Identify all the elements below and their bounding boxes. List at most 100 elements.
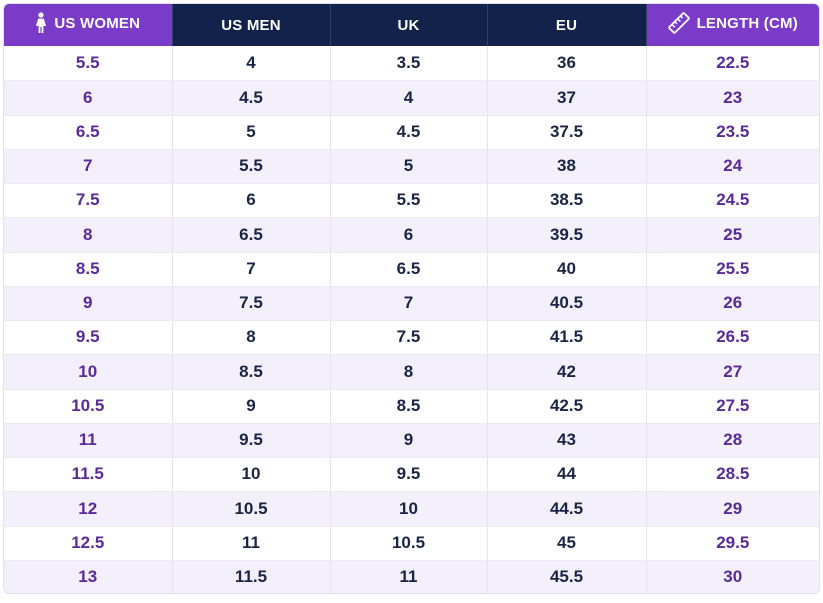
cell-us-women: 9.5 (4, 320, 173, 355)
table-row: 7 5.5 5 38 24 (4, 149, 819, 184)
cell-uk: 6 (330, 217, 488, 253)
table-row: 8 6.5 6 39.5 25 (4, 217, 819, 253)
header-us-men: US MEN (172, 4, 331, 46)
header-length-cm: LENGTH (CM) (646, 4, 819, 46)
cell-us-women: 13 (4, 560, 173, 593)
cell-length-cm: 28 (646, 423, 819, 458)
cell-us-men: 6 (172, 183, 331, 218)
table-row: 10.5 9 8.5 42.5 27.5 (4, 389, 819, 424)
table-row: 9.5 8 7.5 41.5 26.5 (4, 320, 819, 355)
cell-us-men: 7.5 (172, 286, 331, 321)
table-row: 11.5 10 9.5 44 28.5 (4, 457, 819, 492)
cell-length-cm: 23.5 (646, 115, 819, 150)
cell-uk: 8 (330, 354, 488, 390)
cell-eu: 44.5 (487, 491, 647, 527)
cell-us-women: 12.5 (4, 526, 173, 561)
cell-eu: 37.5 (487, 115, 647, 150)
cell-us-women: 5.5 (4, 46, 173, 81)
table-row: 10 8.5 8 42 27 (4, 354, 819, 390)
table-row: 8.5 7 6.5 40 25.5 (4, 252, 819, 287)
cell-uk: 3.5 (330, 46, 488, 81)
header-eu-label: EU (555, 16, 578, 34)
cell-us-men: 8 (172, 320, 331, 355)
cell-us-women: 10.5 (4, 389, 173, 424)
size-chart-table: US WOMEN US MEN UK EU (4, 4, 819, 593)
cell-uk: 5.5 (330, 183, 488, 218)
cell-length-cm: 30 (646, 560, 819, 593)
cell-eu: 40.5 (487, 286, 647, 321)
header-us-women-label: US WOMEN (54, 14, 141, 32)
cell-us-men: 10 (172, 457, 331, 492)
cell-us-women: 9 (4, 286, 173, 321)
cell-eu: 44 (487, 457, 647, 492)
cell-us-women: 11.5 (4, 457, 173, 492)
table-row: 6.5 5 4.5 37.5 23.5 (4, 115, 819, 150)
cell-eu: 43 (487, 423, 647, 458)
cell-us-women: 8 (4, 217, 173, 253)
woman-icon (36, 12, 47, 33)
header-uk-label: UK (397, 16, 420, 34)
header-length-cm-label: LENGTH (CM) (696, 14, 798, 32)
cell-length-cm: 26 (646, 286, 819, 321)
table-row: 6 4.5 4 37 23 (4, 80, 819, 116)
cell-length-cm: 28.5 (646, 457, 819, 492)
cell-eu: 39.5 (487, 217, 647, 253)
cell-uk: 8.5 (330, 389, 488, 424)
cell-us-men: 5.5 (172, 149, 331, 184)
header-row: US WOMEN US MEN UK EU (4, 4, 819, 46)
cell-us-women: 12 (4, 491, 173, 527)
cell-length-cm: 25.5 (646, 252, 819, 287)
cell-us-men: 11 (172, 526, 331, 561)
cell-us-women: 10 (4, 354, 173, 390)
cell-eu: 41.5 (487, 320, 647, 355)
size-chart-table-container: US WOMEN US MEN UK EU (3, 3, 820, 594)
cell-us-women: 6 (4, 80, 173, 116)
cell-length-cm: 27.5 (646, 389, 819, 424)
cell-length-cm: 23 (646, 80, 819, 116)
cell-eu: 38.5 (487, 183, 647, 218)
cell-length-cm: 25 (646, 217, 819, 253)
cell-eu: 36 (487, 46, 647, 81)
cell-uk: 7.5 (330, 320, 488, 355)
table-row: 12.5 11 10.5 45 29.5 (4, 526, 819, 561)
cell-us-women: 7.5 (4, 183, 173, 218)
table-row: 7.5 6 5.5 38.5 24.5 (4, 183, 819, 218)
cell-us-women: 8.5 (4, 252, 173, 287)
cell-uk: 6.5 (330, 252, 488, 287)
cell-eu: 38 (487, 149, 647, 184)
cell-eu: 42.5 (487, 389, 647, 424)
cell-us-men: 4 (172, 46, 331, 81)
cell-uk: 10.5 (330, 526, 488, 561)
table-row: 12 10.5 10 44.5 29 (4, 491, 819, 527)
cell-uk: 10 (330, 491, 488, 527)
cell-us-men: 10.5 (172, 491, 331, 527)
cell-us-women: 7 (4, 149, 173, 184)
cell-eu: 42 (487, 354, 647, 390)
cell-uk: 4.5 (330, 115, 488, 150)
cell-us-women: 6.5 (4, 115, 173, 150)
cell-us-men: 11.5 (172, 560, 331, 593)
cell-us-men: 4.5 (172, 80, 331, 116)
table-row: 9 7.5 7 40.5 26 (4, 286, 819, 321)
cell-length-cm: 29 (646, 491, 819, 527)
table-row: 11 9.5 9 43 28 (4, 423, 819, 458)
cell-length-cm: 24.5 (646, 183, 819, 218)
cell-length-cm: 26.5 (646, 320, 819, 355)
cell-eu: 40 (487, 252, 647, 287)
cell-length-cm: 24 (646, 149, 819, 184)
cell-uk: 4 (330, 80, 488, 116)
cell-us-men: 5 (172, 115, 331, 150)
cell-us-men: 8.5 (172, 354, 331, 390)
table-row: 5.5 4 3.5 36 22.5 (4, 46, 819, 81)
cell-us-men: 6.5 (172, 217, 331, 253)
cell-uk: 5 (330, 149, 488, 184)
cell-uk: 9.5 (330, 457, 488, 492)
cell-length-cm: 29.5 (646, 526, 819, 561)
cell-uk: 11 (330, 560, 488, 593)
header-us-women: US WOMEN (4, 4, 173, 46)
cell-eu: 37 (487, 80, 647, 116)
cell-us-men: 9 (172, 389, 331, 424)
table-row: 13 11.5 11 45.5 30 (4, 560, 819, 593)
ruler-icon (667, 12, 690, 34)
cell-us-men: 9.5 (172, 423, 331, 458)
